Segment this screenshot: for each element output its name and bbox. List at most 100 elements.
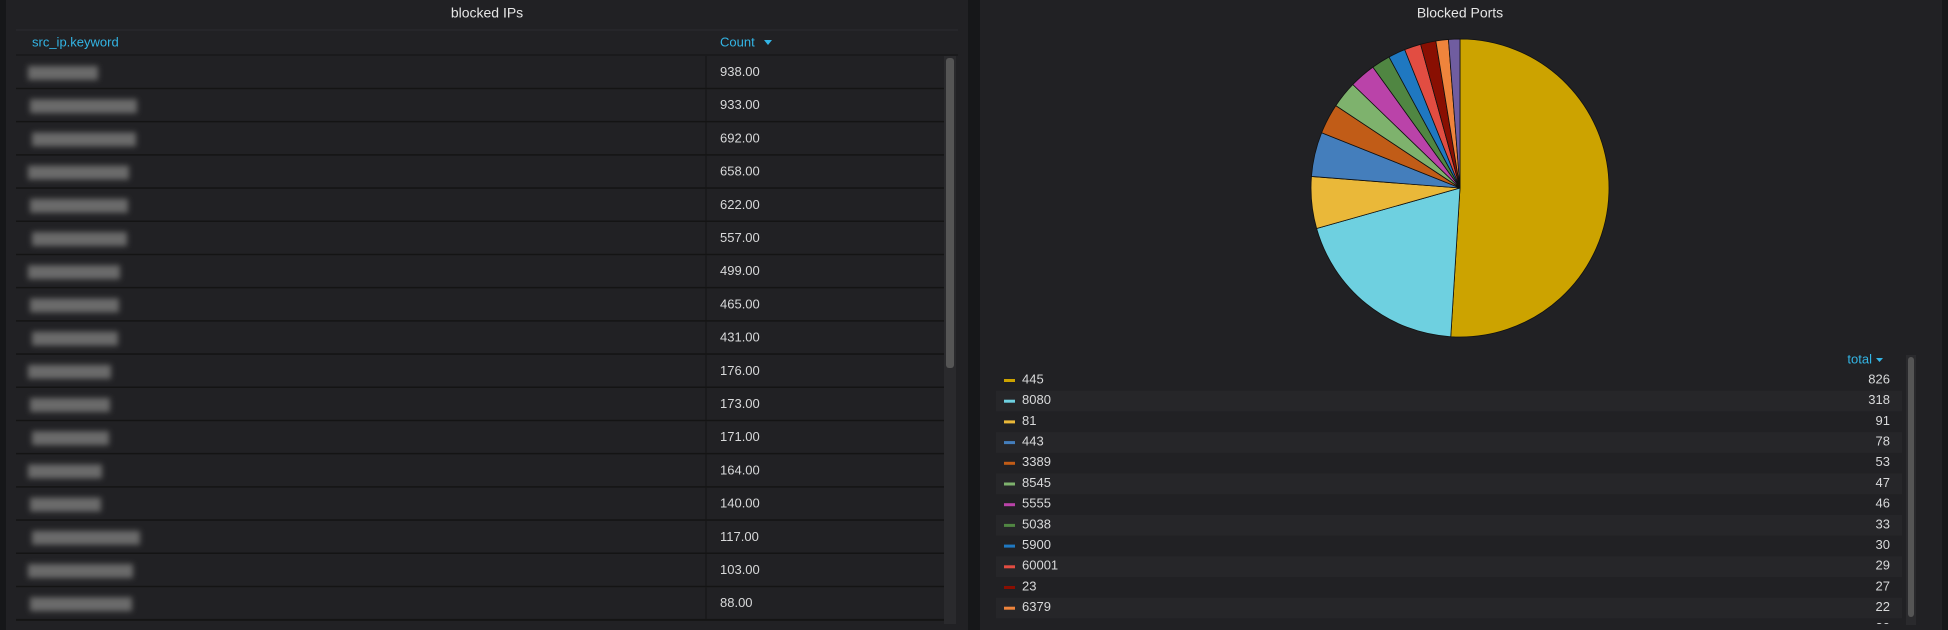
legend-label: 8545 bbox=[1022, 475, 1051, 490]
count-cell: 557.00 bbox=[720, 230, 760, 245]
table-row bbox=[16, 288, 944, 321]
legend-swatch bbox=[1004, 441, 1015, 445]
table-row bbox=[16, 255, 944, 288]
pie bbox=[1310, 38, 1610, 338]
count-cell: 938.00 bbox=[720, 64, 760, 79]
table-row bbox=[16, 520, 944, 553]
legend-value: 318 bbox=[1868, 392, 1890, 407]
legend-swatch bbox=[1004, 461, 1015, 465]
count-cell: 431.00 bbox=[720, 330, 760, 345]
legend: 445 826 8080 318 81 91 443 78 3389 53 8545 47 5555 46… bbox=[996, 371, 1902, 630]
legend-value: 47 bbox=[1876, 475, 1890, 490]
sort-icon bbox=[764, 40, 772, 45]
legend-swatch bbox=[1004, 565, 1015, 569]
count-cell: 465.00 bbox=[720, 296, 760, 311]
count-cell: 173.00 bbox=[720, 396, 760, 411]
legend-value: 20 bbox=[1876, 620, 1890, 630]
legend-label: 81 bbox=[1022, 413, 1036, 428]
table-row bbox=[16, 554, 944, 587]
scrollbar-thumb[interactable] bbox=[946, 58, 954, 368]
column-header[interactable]: src_ip.keyword bbox=[32, 34, 119, 49]
legend-label: 443 bbox=[1022, 434, 1044, 449]
redacted-ip bbox=[32, 132, 136, 147]
count-cell: 140.00 bbox=[720, 496, 760, 511]
table-row bbox=[16, 188, 944, 221]
count-cell: 622.00 bbox=[720, 197, 760, 212]
legend-value: 46 bbox=[1876, 496, 1890, 511]
table-body: 938.00 933.00 692.00 658.00 622.00 557.00 499.… bbox=[16, 56, 944, 621]
table-row bbox=[16, 222, 944, 255]
legend-value: 91 bbox=[1876, 413, 1890, 428]
legend-label: 5900 bbox=[1022, 537, 1051, 552]
legend-swatch bbox=[1004, 606, 1015, 610]
legend-swatch bbox=[1004, 523, 1015, 527]
table-row bbox=[16, 89, 944, 122]
count-cell: 933.00 bbox=[720, 97, 760, 112]
legend-row-bg bbox=[996, 597, 1902, 619]
table-row bbox=[16, 454, 944, 487]
legend-label: 6379 bbox=[1022, 599, 1051, 614]
legend-label: 445 bbox=[1022, 371, 1044, 386]
legend-value: 53 bbox=[1876, 454, 1890, 469]
table-row bbox=[16, 56, 944, 89]
redacted-ip bbox=[28, 265, 120, 280]
count-cell: 164.00 bbox=[720, 462, 760, 477]
redacted-ip bbox=[30, 99, 137, 114]
count-cell: 171.00 bbox=[720, 429, 760, 444]
legend-label: 8080 bbox=[1022, 392, 1051, 407]
legend-label: 23 bbox=[1022, 578, 1036, 593]
redacted-ip bbox=[30, 198, 128, 213]
redacted-ip bbox=[32, 232, 127, 246]
legend-swatch bbox=[1004, 544, 1015, 548]
legend-header[interactable]: total bbox=[1847, 351, 1872, 366]
legend-label: 5555 bbox=[1022, 496, 1051, 511]
count-cell: 176.00 bbox=[720, 363, 760, 378]
count-cell: 117.00 bbox=[720, 529, 759, 544]
legend-swatch bbox=[1004, 420, 1015, 424]
legend-row-bg bbox=[996, 473, 1902, 495]
redacted-ip bbox=[28, 66, 98, 80]
table-row bbox=[16, 155, 944, 188]
scrollbar-thumb[interactable] bbox=[1908, 357, 1914, 617]
count-cell: 103.00 bbox=[720, 562, 760, 577]
sort-icon bbox=[1876, 358, 1883, 362]
redacted-ip bbox=[32, 331, 118, 346]
redacted-ip bbox=[30, 497, 101, 512]
legend-value: 30 bbox=[1876, 537, 1890, 552]
pie-slice bbox=[1316, 187, 1461, 338]
count-cell: 692.00 bbox=[720, 130, 760, 145]
redacted-ip bbox=[32, 431, 109, 446]
legend-row-bg bbox=[996, 432, 1902, 453]
redacted-ip bbox=[28, 364, 111, 379]
count-cell: 658.00 bbox=[720, 164, 760, 179]
redacted-ip bbox=[32, 530, 140, 545]
redacted-ip bbox=[28, 165, 129, 180]
table-row bbox=[16, 487, 944, 520]
table-row bbox=[16, 388, 944, 421]
legend-swatch bbox=[1004, 379, 1015, 382]
redacted-ip bbox=[30, 398, 110, 412]
table-row bbox=[16, 421, 944, 454]
legend-label: 60001 bbox=[1022, 558, 1058, 573]
legend-row-bg bbox=[996, 556, 1902, 577]
redacted-ip bbox=[30, 597, 132, 612]
table-row bbox=[16, 321, 944, 354]
legend-label: 3389 bbox=[1022, 454, 1051, 469]
table-row bbox=[16, 587, 944, 620]
legend-value: 29 bbox=[1876, 558, 1890, 573]
column-header[interactable]: Count bbox=[720, 34, 755, 49]
legend-swatch bbox=[1004, 503, 1015, 507]
legend-swatch bbox=[1004, 482, 1015, 486]
legend-value: 22 bbox=[1876, 599, 1890, 614]
legend-row-bg bbox=[996, 514, 1902, 536]
redacted-ip bbox=[28, 564, 133, 578]
legend-swatch bbox=[1004, 586, 1015, 589]
legend-value: 78 bbox=[1876, 434, 1890, 449]
redacted-ip bbox=[28, 464, 102, 479]
legend-value: 27 bbox=[1876, 578, 1890, 593]
count-cell: 88.00 bbox=[720, 595, 753, 610]
panel-title: Blocked Ports bbox=[1417, 5, 1503, 21]
pie-slice bbox=[1448, 38, 1461, 189]
